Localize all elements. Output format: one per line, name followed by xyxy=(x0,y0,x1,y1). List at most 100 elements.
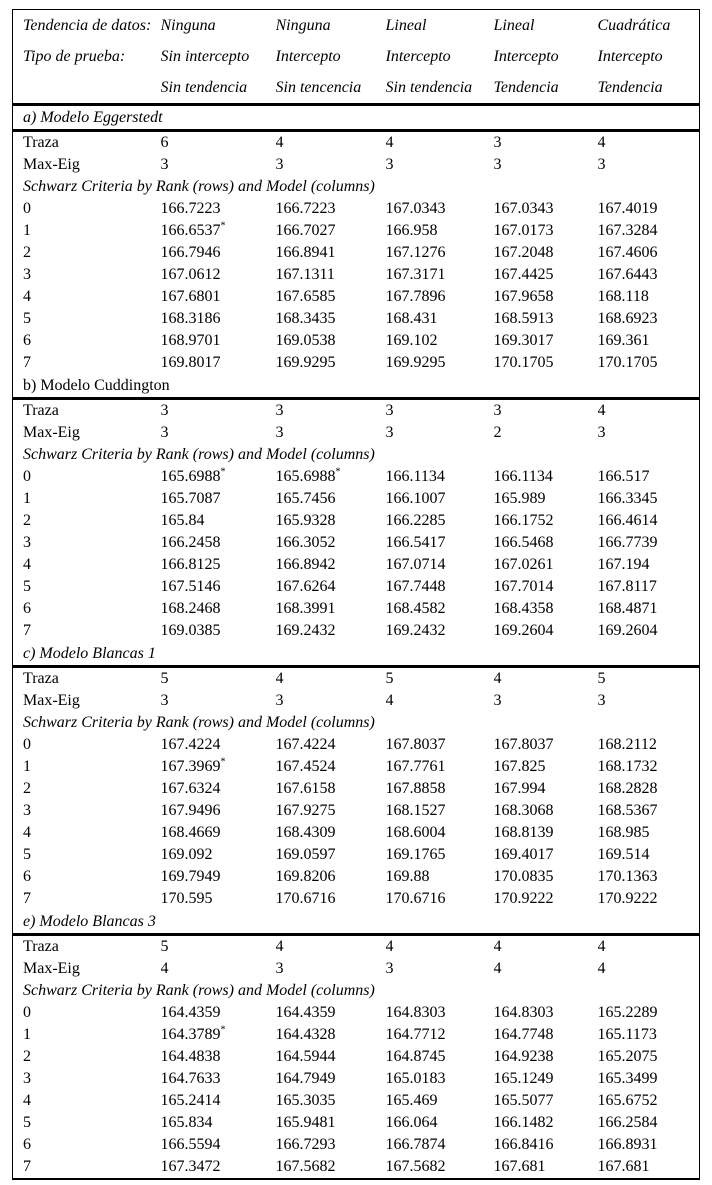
rank-label: 4 xyxy=(23,1092,31,1109)
header-cell: Tendencia xyxy=(493,72,598,106)
table-cell: 170.1363 xyxy=(597,868,658,885)
table-cell: 167.7896 xyxy=(385,288,446,305)
table-cell: 167.5146 xyxy=(160,578,221,595)
table-cell: 167.4606 xyxy=(597,244,658,261)
table-cell: 165.84 xyxy=(160,512,205,529)
table-cell: 4 xyxy=(493,938,502,955)
table-cell: 167.194 xyxy=(597,556,650,573)
rank-row: 7 167.3472 167.5682 167.5682 167.681 167.681 xyxy=(13,1156,700,1179)
table-cell: 168.431 xyxy=(385,310,438,327)
section-title: a) Modelo Eggerstedt xyxy=(12,104,700,132)
trace-label: Traza xyxy=(23,938,59,955)
max-eig-label: Max-Eig xyxy=(23,424,80,441)
table-cell: 168.2112 xyxy=(597,736,657,753)
table-cell: 3 xyxy=(160,402,169,419)
rank-row: 5 169.092 169.0597 169.1765 169.4017 169.514 xyxy=(13,844,700,866)
table-cell: 169.2432 xyxy=(385,622,446,639)
table-cell: 164.8303 xyxy=(385,1004,446,1021)
section-title-row: b) Modelo Cuddington xyxy=(12,374,700,400)
table-header: Tendencia de datos: Ninguna Ninguna Line… xyxy=(12,10,700,106)
table-cell: 164.7748 xyxy=(493,1026,554,1043)
table-cell: 5 xyxy=(160,670,169,687)
table-cell: 168.4358 xyxy=(493,600,554,617)
table-cell: 166.8125 xyxy=(160,556,221,573)
rank-label: 7 xyxy=(23,1158,31,1175)
section-title-row: e) Modelo Blancas 3 xyxy=(12,910,700,936)
table-cell: 169.9295 xyxy=(385,354,446,371)
rank-row: 2 165.84 165.9328 166.2285 166.1752 166.4614 xyxy=(13,510,700,532)
results-table: Tendencia de datos: Ninguna Ninguna Line… xyxy=(12,9,700,1180)
table-cell: 166.4614 xyxy=(597,512,658,529)
table-cell: 167.3969* xyxy=(160,756,226,775)
table-cell: 167.0612 xyxy=(160,266,221,283)
table-cell: 168.4669 xyxy=(160,824,221,841)
table-cell: 168.4582 xyxy=(385,600,446,617)
trace-label: Traza xyxy=(23,670,59,687)
header-label: Tipo de prueba: xyxy=(23,47,126,65)
table-cell: 165.7087 xyxy=(160,490,221,507)
header-label xyxy=(12,72,161,106)
table-cell: 168.4871 xyxy=(597,600,658,617)
table-cell: 166.1134 xyxy=(493,468,553,485)
table-cell: 3 xyxy=(275,692,284,709)
header-cell: Lineal xyxy=(385,16,427,34)
table-cell: 5 xyxy=(385,670,394,687)
schwarz-criteria-row: Schwarz Criteria by Rank (rows) and Mode… xyxy=(13,444,700,466)
table-cell: 169.0538 xyxy=(275,332,336,349)
significance-asterisk: * xyxy=(220,466,226,478)
table-cell: 3 xyxy=(160,692,169,709)
rank-row: 2 167.6324 167.6158 167.8858 167.994 168.2828 xyxy=(13,778,700,800)
table-cell: 167.2048 xyxy=(493,244,554,261)
table-cell: 3 xyxy=(275,156,284,173)
table-cell: 4 xyxy=(385,938,394,955)
rank-label: 3 xyxy=(23,266,31,283)
rank-label: 3 xyxy=(23,534,31,551)
rank-row: 7 169.8017 169.9295 169.9295 170.1705 170.170… xyxy=(13,352,700,374)
header-cell: Cuadrática xyxy=(597,16,671,34)
rank-label: 6 xyxy=(23,600,31,617)
table-cell: 167.0173 xyxy=(493,222,554,239)
table-cell: 167.4524 xyxy=(275,758,336,775)
table-cell: 168.3068 xyxy=(493,802,554,819)
table-cell: 167.6158 xyxy=(275,780,336,797)
table-cell: 167.5682 xyxy=(385,1158,446,1175)
table-cell: 166.5417 xyxy=(385,534,446,551)
rank-row: 3 167.9496 167.9275 168.1527 168.3068 168.536… xyxy=(13,800,700,822)
trace-row: Traza 5 4 4 4 4 xyxy=(13,935,700,959)
table-cell: 165.1173 xyxy=(597,1026,657,1043)
schwarz-criteria-row: Schwarz Criteria by Rank (rows) and Mode… xyxy=(13,176,700,198)
table-cell: 167.5682 xyxy=(275,1158,336,1175)
table-cell: 166.064 xyxy=(385,1114,438,1131)
table-cell: 165.2414 xyxy=(160,1092,221,1109)
table-cell: 166.517 xyxy=(597,468,650,485)
table-cell: 167.3472 xyxy=(160,1158,221,1175)
significance-asterisk: * xyxy=(220,756,226,768)
table-cell: 169.7949 xyxy=(160,868,221,885)
rank-label: 5 xyxy=(23,578,31,595)
rank-label: 6 xyxy=(23,868,31,885)
trace-row: Traza 5 4 5 4 5 xyxy=(13,667,700,691)
rank-row: 5 168.3186 168.3435 168.431 168.5913 168.6923 xyxy=(13,308,700,330)
rank-label: 3 xyxy=(23,802,31,819)
table-cell: 164.7633 xyxy=(160,1070,221,1087)
table-cell: 3 xyxy=(385,402,394,419)
table-cell: 4 xyxy=(493,670,502,687)
trace-label: Traza xyxy=(23,134,59,151)
rank-row: 3 166.2458 166.3052 166.5417 166.5468 166.773… xyxy=(13,532,700,554)
significance-asterisk: * xyxy=(335,466,341,478)
table-cell: 166.2285 xyxy=(385,512,446,529)
rank-row: 2 166.7946 166.8941 167.1276 167.2048 167.460… xyxy=(13,242,700,264)
rank-label: 1 xyxy=(23,222,31,239)
table-cell: 169.4017 xyxy=(493,846,554,863)
schwarz-criteria-label: Schwarz Criteria by Rank (rows) and Mode… xyxy=(23,446,375,463)
rank-row: 5 167.5146 167.6264 167.7448 167.7014 167.811… xyxy=(13,576,700,598)
rank-label: 0 xyxy=(23,200,31,217)
table-cell: 164.5944 xyxy=(275,1048,336,1065)
table-cell: 166.7874 xyxy=(385,1136,446,1153)
table-cell: 166.1752 xyxy=(493,512,554,529)
trace-label: Traza xyxy=(23,402,59,419)
table-cell: 167.0714 xyxy=(385,556,446,573)
table-cell: 167.0343 xyxy=(385,200,446,217)
rank-row: 1 165.7087 165.7456 166.1007 165.989 166.3345 xyxy=(13,488,700,510)
table-cell: 164.9238 xyxy=(493,1048,554,1065)
